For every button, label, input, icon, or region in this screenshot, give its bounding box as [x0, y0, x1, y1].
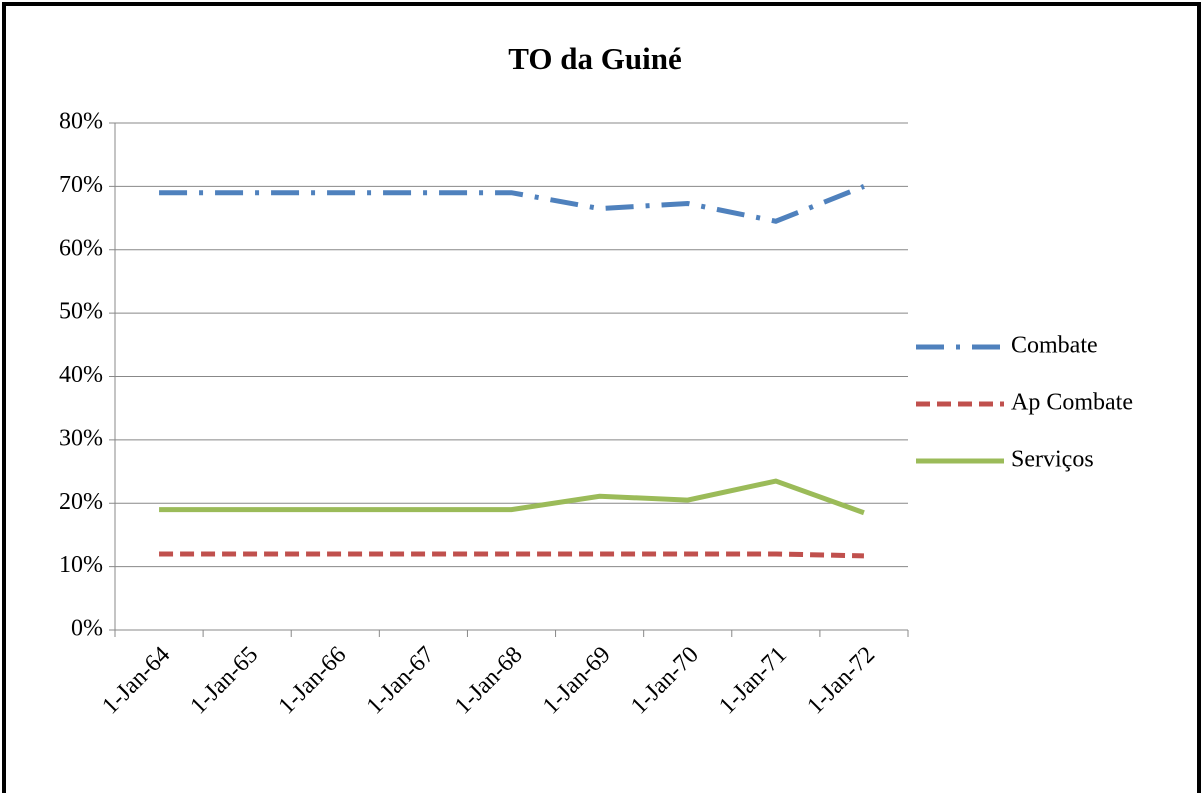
y-tick-label: 30% [59, 425, 103, 451]
legend-label: Serviços [1011, 447, 1094, 473]
y-tick-label: 70% [59, 172, 103, 198]
series-line [159, 478, 865, 516]
legend-label: Combate [1011, 333, 1098, 359]
y-tick-label: 20% [59, 489, 103, 515]
series-line [159, 184, 865, 224]
y-tick-label: 50% [59, 299, 103, 325]
y-tick-label: 10% [59, 552, 103, 578]
chart-title: TO da Guiné [508, 41, 681, 76]
legend-label: Ap Combate [1011, 390, 1133, 416]
y-tick-label: 0% [71, 616, 103, 642]
y-tick-label: 40% [59, 362, 103, 388]
y-tick-label: 60% [59, 235, 103, 261]
series-line [159, 551, 864, 559]
y-tick-label: 80% [59, 109, 103, 135]
